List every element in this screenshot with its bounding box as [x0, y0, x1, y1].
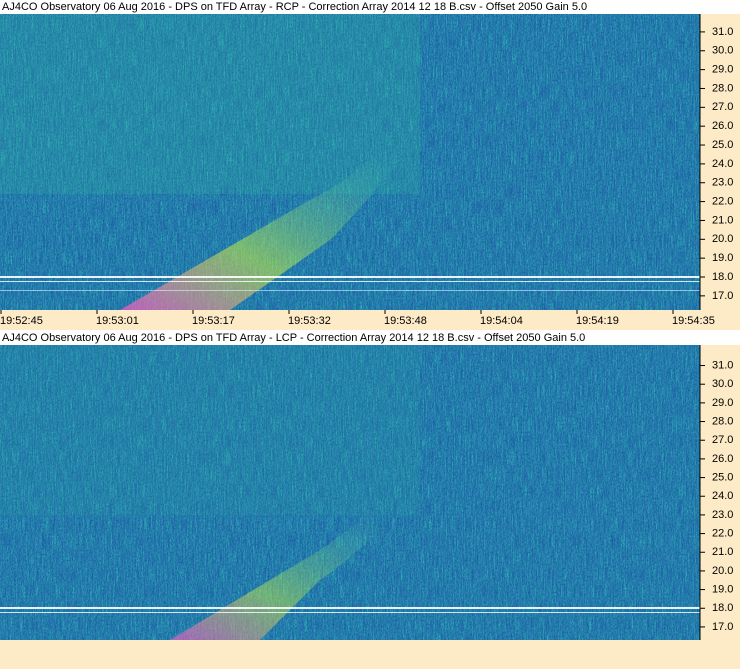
y-tick-label: 31.0	[712, 26, 733, 38]
y-tick-label: 30.0	[712, 378, 733, 390]
x-tick-label: 19:53:48	[384, 315, 427, 327]
title-bar	[0, 330, 740, 345]
y-tick-label: 21.0	[712, 546, 733, 558]
y-tick-label: 29.0	[712, 397, 733, 409]
emission-region	[0, 14, 420, 194]
interference-line	[0, 607, 700, 609]
x-tick-label: 19:54:35	[672, 315, 715, 327]
y-tick-label: 28.0	[712, 415, 733, 427]
y-tick-label: 27.0	[712, 101, 733, 113]
burst-region	[170, 510, 385, 640]
y-tick-label: 23.0	[712, 177, 733, 189]
y-tick-label: 21.0	[712, 214, 733, 226]
y-tick-label: 27.0	[712, 434, 733, 446]
spectrogram-speckle	[0, 14, 700, 310]
y-tick-label: 22.0	[712, 195, 733, 207]
chart-title: AJ4CO Observatory 06 Aug 2016 - DPS on T…	[2, 1, 587, 13]
x-tick-label: 19:53:32	[288, 315, 331, 327]
emission-region	[0, 345, 420, 515]
y-tick-label: 20.0	[712, 233, 733, 245]
y-tick-label: 30.0	[712, 45, 733, 57]
y-tick-label: 18.0	[712, 271, 733, 283]
y-tick-label: 28.0	[712, 82, 733, 94]
y-tick-label: 17.0	[712, 621, 733, 633]
y-tick-label: 26.0	[712, 453, 733, 465]
y-tick-label: 18.0	[712, 602, 733, 614]
y-tick-label: 24.0	[712, 490, 733, 502]
title-bar	[0, 0, 740, 14]
y-tick-label: 22.0	[712, 527, 733, 539]
x-tick-label: 19:54:04	[480, 315, 523, 327]
y-tick-label: 25.0	[712, 139, 733, 151]
interference-line	[0, 276, 700, 278]
x-tick-label: 19:53:17	[192, 315, 235, 327]
chart-title: AJ4CO Observatory 06 Aug 2016 - DPS on T…	[2, 332, 585, 344]
y-tick-label: 24.0	[712, 158, 733, 170]
y-tick-label: 20.0	[712, 565, 733, 577]
panel: AJ4CO Observatory 06 Aug 2016 - DPS on T…	[0, 0, 740, 327]
x-tick-label: 19:54:19	[576, 315, 619, 327]
x-tick-label: 19:53:01	[96, 315, 139, 327]
burst-region	[120, 150, 400, 310]
y-tick-label: 17.0	[712, 290, 733, 302]
interference-line	[0, 281, 700, 282]
interference-line	[0, 612, 700, 613]
panel: AJ4CO Observatory 06 Aug 2016 - DPS on T…	[0, 330, 740, 640]
y-tick-label: 23.0	[712, 509, 733, 521]
y-tick-label: 29.0	[712, 64, 733, 76]
y-tick-label: 31.0	[712, 359, 733, 371]
y-tick-label: 25.0	[712, 471, 733, 483]
y-tick-label: 19.0	[712, 583, 733, 595]
spectrogram-speckle	[0, 345, 700, 640]
interference-line	[0, 290, 700, 291]
y-tick-label: 26.0	[712, 120, 733, 132]
y-tick-label: 19.0	[712, 252, 733, 264]
x-tick-label: 19:52:45	[0, 315, 43, 327]
